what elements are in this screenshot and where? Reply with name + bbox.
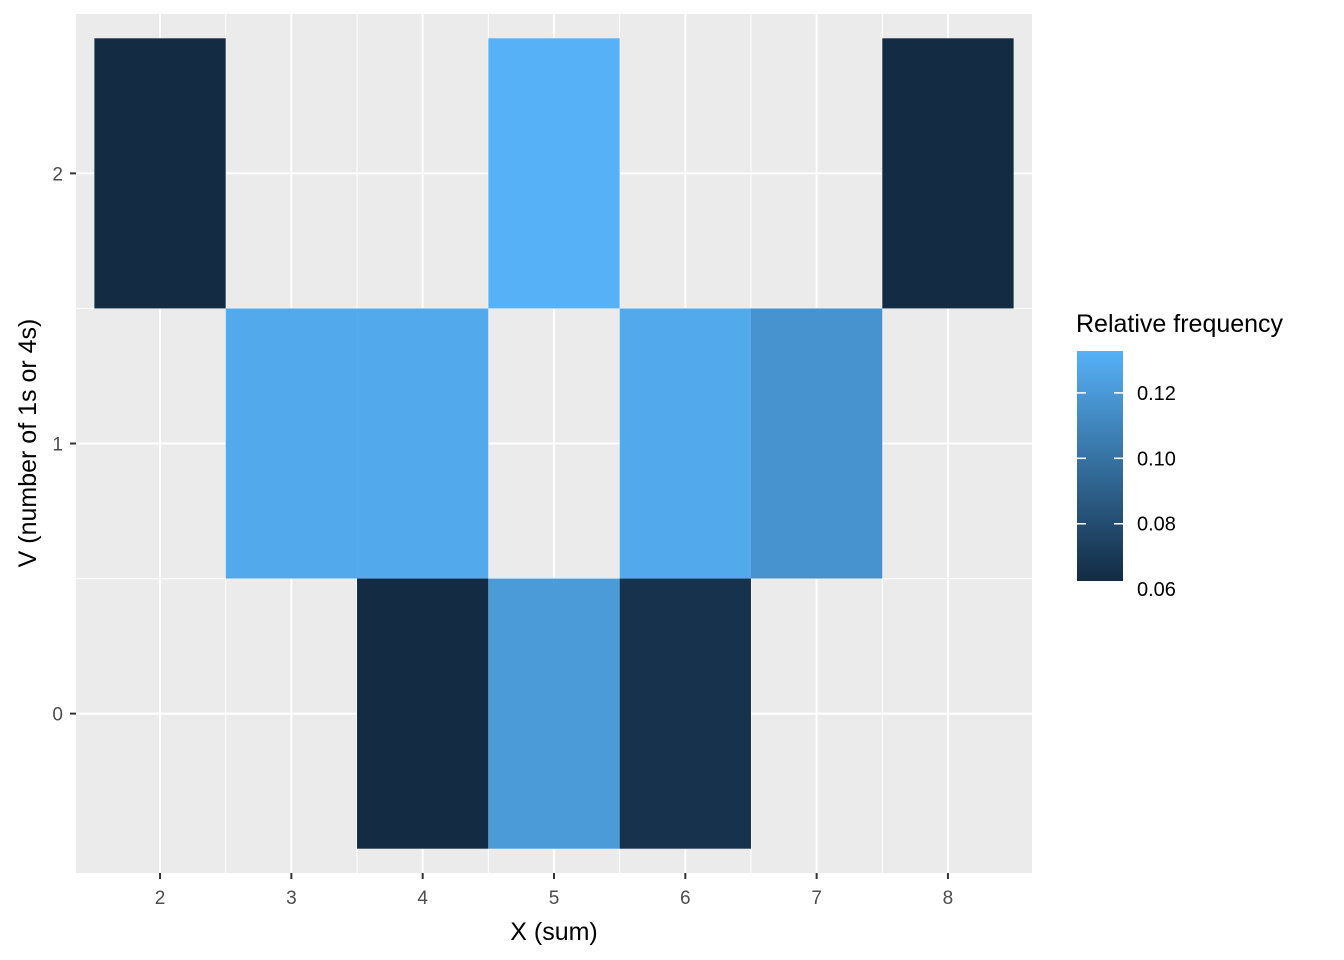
heatmap-cell <box>94 38 226 309</box>
y-axis-title: V (number of 1s or 4s) <box>14 319 42 568</box>
x-tick-label: 7 <box>811 888 822 909</box>
legend-label: 0.08 <box>1137 514 1176 536</box>
y-tick-label: 0 <box>52 705 63 726</box>
x-tick-label: 6 <box>680 888 691 909</box>
x-tick-label: 4 <box>417 888 428 909</box>
heatmap-cell <box>225 308 358 579</box>
x-tick-label: 8 <box>943 888 954 909</box>
x-tick-label: 2 <box>155 888 166 909</box>
y-tick-label: 2 <box>52 164 63 185</box>
y-tick-label: 1 <box>52 435 63 456</box>
y-axis: 0 1 2 <box>52 164 76 726</box>
legend-label: 0.12 <box>1137 383 1176 405</box>
x-tick-label: 3 <box>286 888 297 909</box>
heatmap-cell <box>882 38 1014 309</box>
heatmap-cell <box>488 578 620 849</box>
heatmap-cells <box>94 38 1014 849</box>
heatmap-cell <box>619 308 751 579</box>
legend-label: 0.06 <box>1137 579 1176 601</box>
legend-colorbar <box>1077 351 1123 581</box>
x-axis-title: X (sum) <box>510 918 598 946</box>
legend-label: 0.10 <box>1137 448 1176 470</box>
heatmap-cell <box>619 578 751 849</box>
x-tick-label: 5 <box>549 888 560 909</box>
heatmap-cell <box>488 38 620 309</box>
legend-title: Relative frequency <box>1076 310 1284 338</box>
legend: Relative frequency 0.06 0.08 0.10 0.12 <box>1076 310 1284 601</box>
x-axis: 2 3 4 5 6 7 8 <box>155 873 953 909</box>
heatmap-cell <box>750 308 883 579</box>
heatmap-cell <box>357 308 489 579</box>
heatmap-cell <box>357 578 489 849</box>
legend-ticks: 0.06 0.08 0.10 0.12 <box>1077 383 1176 601</box>
